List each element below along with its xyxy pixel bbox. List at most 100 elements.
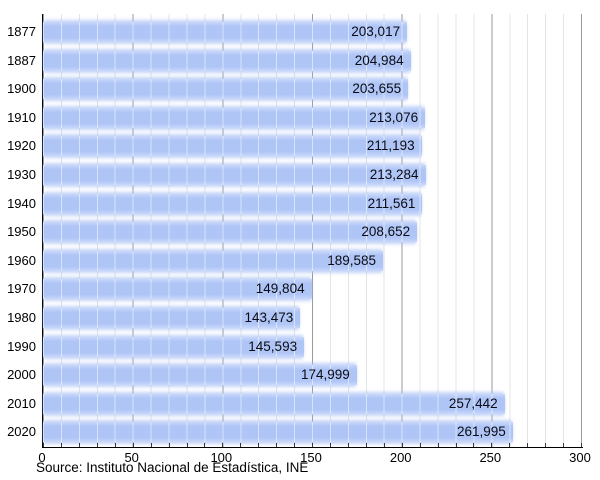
axis-tick [186, 443, 188, 447]
year-label: 1940 [7, 195, 36, 211]
bar-value-label: 213,076 [369, 109, 419, 125]
x-tick-label: 200 [389, 450, 412, 465]
year-label: 2010 [7, 395, 36, 411]
bar: 149,804 [43, 279, 312, 300]
bar-row: 1960 189,585 [7, 243, 583, 272]
axis-tick [545, 443, 547, 447]
axis-tick [96, 443, 98, 447]
x-tick-label: 150 [300, 450, 322, 465]
axis-tick [276, 443, 278, 447]
bar-row: 1887 204,984 [7, 43, 583, 72]
axis-tick [383, 443, 385, 447]
bar-value-label: 203,017 [351, 24, 401, 39]
year-label: 1970 [7, 281, 36, 297]
axis-tick [401, 443, 403, 447]
bar: 211,561 [43, 193, 423, 214]
bar-value-label: 261,995 [456, 424, 506, 440]
bar: 203,017 [43, 22, 408, 42]
bar-row: 1920 211,193 [7, 128, 583, 157]
bar-value-label: 143,473 [244, 309, 294, 325]
year-label: 1877 [7, 24, 36, 39]
axis-tick [60, 443, 62, 447]
axis-tick [509, 443, 511, 447]
axis-tick [312, 443, 313, 447]
year-label: 1950 [7, 224, 36, 240]
bar-value-label: 204,984 [354, 52, 404, 68]
year-label: 1887 [7, 52, 36, 68]
bar-row: 1950 208,652 [7, 214, 583, 243]
bar: 211,193 [43, 136, 422, 157]
bar-value-label: 145,593 [248, 338, 298, 354]
year-label: 1980 [7, 309, 36, 325]
bar-value-label: 189,585 [327, 252, 376, 268]
source-caption: Source: Instituto Nacional de Estadístic… [36, 460, 309, 475]
axis-tick [222, 443, 224, 447]
bar: 261,995 [43, 422, 513, 443]
bar-row: 2000 174,999 [7, 357, 583, 386]
bar-value-label: 174,999 [300, 367, 350, 383]
year-label: 1920 [7, 138, 36, 154]
bar: 257,442 [43, 393, 505, 414]
x-tick-label: 0 [38, 450, 46, 465]
axis-tick [347, 443, 349, 447]
bar-value-label: 211,561 [367, 195, 416, 211]
bar-value-label: 203,655 [352, 81, 402, 97]
axis-tick [455, 443, 457, 447]
axis-tick [78, 443, 80, 447]
year-label: 1960 [7, 252, 36, 268]
bar-row: 1980 143,473 [7, 300, 583, 329]
axis-tick [437, 443, 439, 447]
bar: 145,593 [43, 336, 305, 357]
year-label: 1930 [7, 166, 36, 182]
axis-tick [329, 443, 331, 447]
axis-tick [581, 443, 582, 447]
year-label: 1990 [7, 338, 36, 354]
bar-value-label: 257,442 [448, 395, 498, 411]
bar-row: 1900 203,655 [7, 71, 583, 100]
axis-tick [473, 443, 475, 447]
axis-tick [168, 443, 170, 447]
bar-row: 2020 261,995 [7, 414, 583, 443]
axis-tick [43, 443, 44, 447]
bar: 208,652 [43, 222, 418, 243]
bar-value-label: 208,652 [361, 224, 411, 240]
year-label: 2020 [7, 424, 36, 440]
bar: 189,585 [43, 250, 383, 271]
bar-rows-container: 1877 203,017 1887 204,984 1900 203,655 1910 213… [7, 14, 583, 443]
bar: 213,284 [43, 164, 426, 185]
axis-tick [150, 443, 152, 447]
bar-value-label: 213,284 [369, 166, 419, 182]
bar: 174,999 [43, 365, 357, 386]
bar-row: 1910 213,076 [7, 100, 583, 129]
chart-plot-area: 1877 203,017 1887 204,984 1900 203,655 1910 213… [7, 14, 583, 448]
year-label: 1910 [7, 109, 36, 125]
year-label: 1900 [7, 81, 36, 97]
axis-tick [563, 443, 565, 447]
axis-tick [294, 443, 296, 447]
x-tick-label: 250 [479, 450, 502, 465]
x-tick-label: 300 [569, 450, 591, 465]
axis-tick [527, 443, 529, 447]
bar-row: 1970 149,804 [7, 271, 583, 300]
bar-row: 1940 211,561 [7, 186, 583, 215]
axis-tick [204, 443, 206, 447]
axis-tick [240, 443, 242, 447]
x-tick-label: 50 [124, 450, 139, 465]
bar-row: 1877 203,017 [7, 14, 583, 43]
axis-tick [132, 443, 134, 447]
bar-value-label: 211,193 [366, 138, 415, 154]
year-label: 2000 [7, 367, 36, 383]
x-tick-label: 100 [210, 450, 233, 465]
bar: 204,984 [43, 50, 411, 71]
axis-tick [491, 443, 493, 447]
bar-row: 2010 257,442 [7, 386, 583, 415]
axis-tick [258, 443, 260, 447]
bar: 203,655 [43, 79, 409, 100]
axis-tick [365, 443, 367, 447]
bar: 213,076 [43, 107, 426, 128]
axis-tick [114, 443, 116, 447]
bar-row: 1990 145,593 [7, 329, 583, 358]
bar: 143,473 [43, 307, 301, 328]
axis-tick [419, 443, 421, 447]
